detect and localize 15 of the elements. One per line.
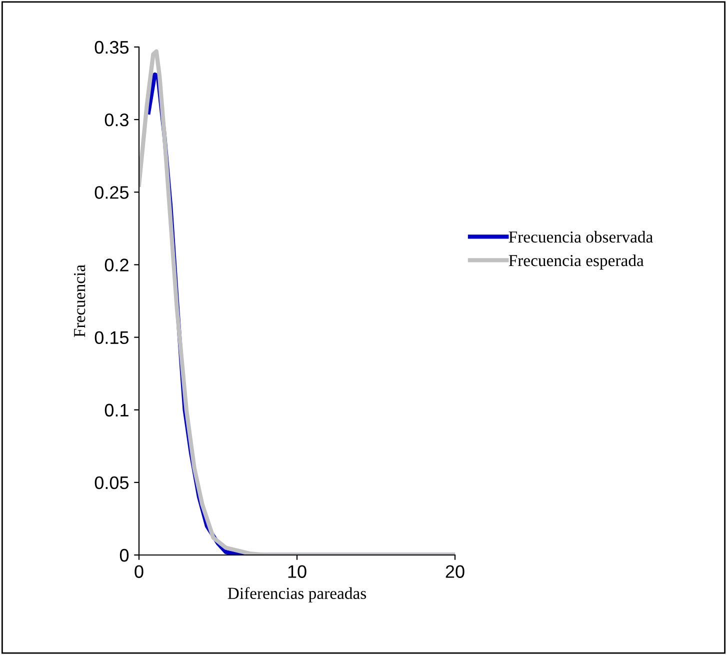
y-tick-label: 0.05 [94, 476, 129, 490]
x-tick-label: 0 [134, 565, 144, 578]
legend-label: Frecuencia esperada [508, 254, 644, 270]
y-tick-label: 0.2 [104, 258, 128, 272]
y-tick-label: 0.1 [104, 404, 128, 417]
x-axis-title: Diferencias pareadas [228, 587, 366, 602]
legend-label: Frecuencia observada [508, 230, 653, 243]
y-tick-label: 0.35 [94, 40, 129, 54]
x-tick-label: 20 [446, 565, 464, 578]
y-tick-label: 0.3 [104, 114, 128, 126]
y-tick-label: 0.25 [94, 186, 129, 199]
y-tick-label: 0.15 [94, 331, 129, 344]
y-tick-label: 0 [120, 548, 129, 562]
x-tick-label: 10 [288, 565, 306, 578]
y-axis-title: Frecuencia [74, 264, 86, 338]
